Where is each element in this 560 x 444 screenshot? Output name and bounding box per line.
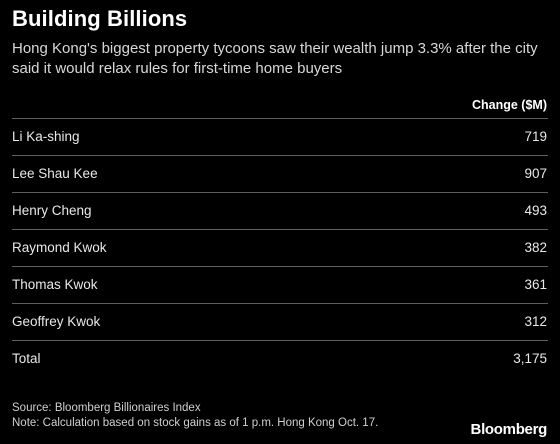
- row-value: 312: [524, 314, 547, 329]
- total-row: Total 3,175: [12, 341, 548, 379]
- row-value: 361: [524, 277, 547, 292]
- row-name: Lee Shau Kee: [12, 166, 98, 181]
- row-name: Henry Cheng: [12, 203, 92, 218]
- table-row: Raymond Kwok 382: [12, 230, 548, 267]
- row-value: 719: [524, 129, 547, 144]
- table-row: Thomas Kwok 361: [12, 267, 548, 304]
- chart-subtitle: Hong Kong's biggest property tycoons saw…: [12, 40, 538, 77]
- table-row: Li Ka-shing 719: [12, 119, 548, 156]
- chart-title: Building Billions: [12, 6, 188, 31]
- column-header-change: Change ($M): [472, 98, 547, 112]
- row-value: 382: [524, 240, 547, 255]
- row-value: 907: [524, 166, 547, 181]
- row-name: Geoffrey Kwok: [12, 314, 101, 329]
- row-value: 493: [524, 203, 547, 218]
- table-row: Henry Cheng 493: [12, 193, 548, 230]
- source-note: Source: Bloomberg Billionaires Index: [12, 402, 201, 414]
- row-name: Raymond Kwok: [12, 240, 107, 255]
- bloomberg-logo: Bloomberg: [470, 421, 548, 438]
- tycoon-table: Li Ka-shing 719 Lee Shau Kee 907 Henry C…: [12, 118, 548, 379]
- chart-footer: Source: Bloomberg Billionaires Index Not…: [12, 401, 378, 431]
- total-label: Total: [12, 351, 41, 366]
- calculation-note: Note: Calculation based on stock gains a…: [12, 417, 379, 429]
- table-row: Lee Shau Kee 907: [12, 156, 548, 193]
- total-value: 3,175: [513, 351, 547, 366]
- table-row: Geoffrey Kwok 312: [12, 304, 548, 341]
- row-name: Li Ka-shing: [12, 129, 80, 144]
- row-name: Thomas Kwok: [12, 277, 98, 292]
